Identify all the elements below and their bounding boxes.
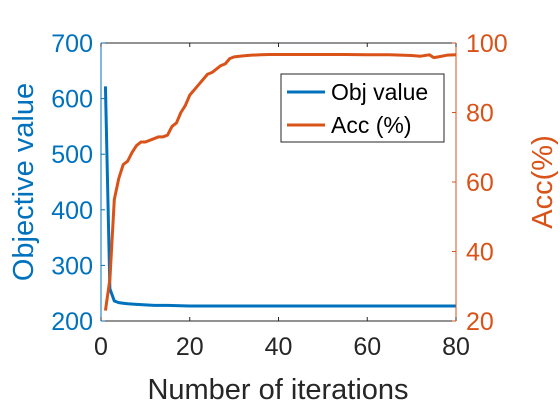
series-line-obj [103,86,456,308]
series-layer [103,52,457,311]
x-axis-title: Number of iterations [147,374,408,406]
x-tick-label: 20 [176,333,204,361]
series-line-acc [103,52,457,311]
right-y-axis-title: Acc(%) [527,135,559,228]
right-y-tick-label: 100 [466,30,508,58]
legend: Obj value Acc (%) [280,73,445,143]
left-y-tick-label: 300 [51,252,93,280]
tick-layer: 0 20 40 60 80 200 300 400 500 600 700 20 40 60 80 100 [51,30,507,361]
left-y-tick-label: 700 [51,30,93,58]
right-y-tick-label: 60 [466,169,494,197]
right-y-tick-label: 80 [466,100,494,128]
legend-box [280,73,445,143]
x-tick-label: 80 [442,333,470,361]
legend-label-obj: Obj value [331,79,428,105]
legend-label-acc: Acc (%) [331,112,412,138]
left-y-tick-label: 600 [51,86,93,114]
right-y-tick-label: 40 [466,239,494,267]
x-tick-label: 0 [94,333,108,361]
left-y-tick-label: 500 [51,141,93,169]
left-y-axis-title: Objective value [8,83,40,281]
right-y-tick-label: 20 [466,308,494,336]
x-tick-label: 60 [353,333,381,361]
x-tick-label: 40 [265,333,293,361]
left-y-tick-label: 400 [51,197,93,225]
left-y-tick-label: 200 [51,308,93,336]
